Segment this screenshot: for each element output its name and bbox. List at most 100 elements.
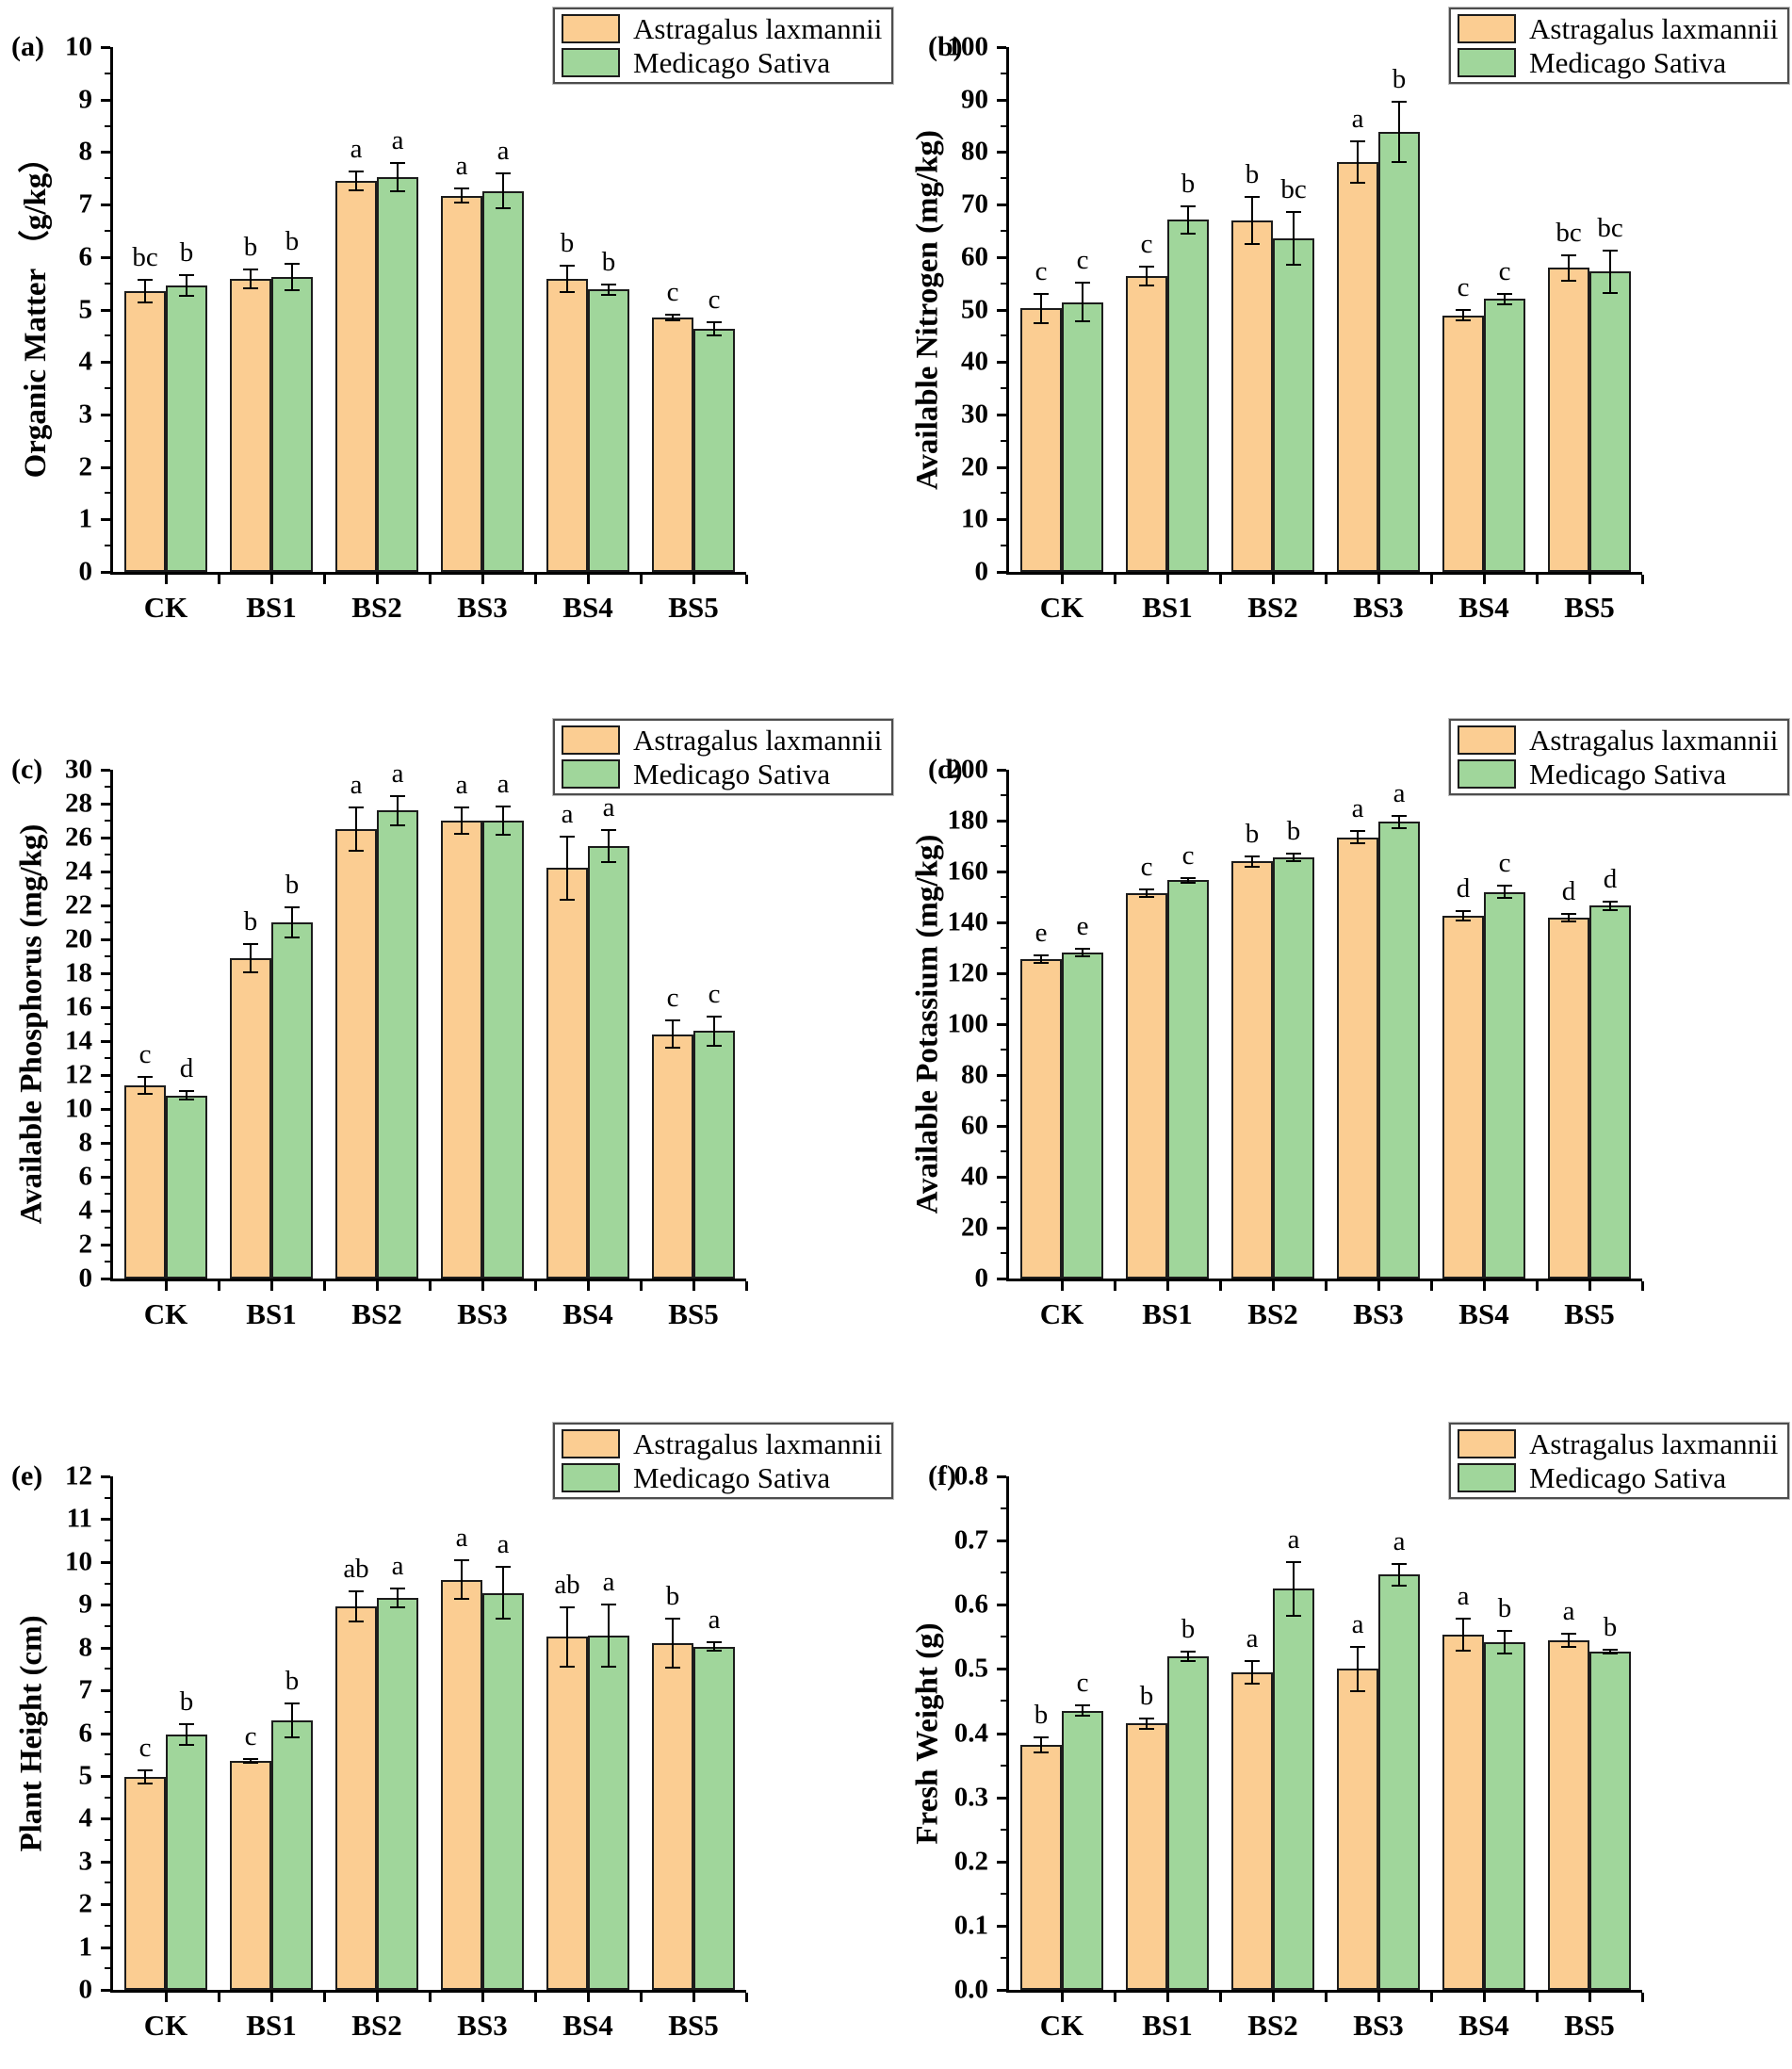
error-bar-cap-bottom — [1181, 1659, 1196, 1662]
significance-letter: a — [1393, 1525, 1406, 1556]
y-major-tick — [997, 1227, 1006, 1230]
error-bar-line — [1293, 1561, 1295, 1616]
bar-medicago-bs3 — [1378, 822, 1420, 1279]
y-minor-tick — [105, 955, 110, 957]
x-tick — [376, 1993, 379, 2002]
y-tick-label: 9 — [78, 84, 93, 115]
significance-letter: a — [497, 1529, 510, 1560]
significance-letter: b — [1034, 1699, 1049, 1730]
error-bar-line — [1398, 1563, 1400, 1586]
error-bar-cap-top — [1034, 292, 1049, 295]
error-bar-cap-top — [707, 1015, 722, 1018]
y-major-tick — [101, 1646, 110, 1650]
y-tick-label: 4 — [78, 1802, 93, 1833]
x-tick — [1114, 1993, 1116, 2002]
x-tick — [1377, 575, 1380, 584]
x-category-label: BS5 — [668, 2009, 719, 2042]
legend-swatch-medicago — [562, 759, 620, 789]
y-major-tick — [997, 1125, 1006, 1128]
y-minor-tick — [1001, 1700, 1006, 1702]
y-major-tick — [997, 1475, 1006, 1478]
bar-astragalus-bs2 — [1231, 861, 1273, 1279]
bar-astragalus-bs1 — [1126, 892, 1167, 1279]
significance-letter: a — [391, 1550, 404, 1581]
error-bar-cap-top — [1034, 1735, 1049, 1738]
significance-letter: a — [1246, 1622, 1259, 1654]
significance-letter: b — [1139, 1680, 1154, 1711]
x-category-label: BS2 — [351, 2009, 402, 2042]
significance-letter: c — [1034, 255, 1048, 286]
error-bar-cap-bottom — [560, 1666, 575, 1669]
error-bar-line — [1082, 283, 1083, 322]
significance-letter: a — [497, 768, 510, 799]
significance-letter: a — [455, 150, 468, 181]
x-tick — [165, 1993, 168, 2002]
y-major-tick — [101, 308, 110, 312]
y-minor-tick — [105, 1710, 110, 1713]
y-major-tick — [997, 465, 1006, 469]
x-tick — [1483, 1993, 1486, 2002]
legend-item: Medicago Sativa — [562, 48, 882, 77]
y-major-tick — [997, 413, 1006, 416]
error-bar-cap-top — [496, 805, 511, 807]
y-minor-tick — [105, 545, 110, 547]
error-bar-line — [713, 1016, 715, 1046]
y-major-tick — [101, 1518, 110, 1522]
y-minor-tick — [105, 1159, 110, 1161]
bar-medicago-bs2 — [377, 810, 418, 1279]
legend-swatch-astragalus — [1458, 14, 1516, 43]
significance-letter: c — [1140, 228, 1153, 259]
y-major-tick — [997, 820, 1006, 823]
legend-swatch-astragalus — [1458, 1429, 1516, 1458]
significance-letter: a — [1351, 792, 1364, 823]
y-tick-label: 3 — [78, 1846, 93, 1877]
x-tick — [1430, 1281, 1433, 1291]
error-bar-cap-top — [1286, 1560, 1301, 1563]
error-bar-cap-bottom — [1497, 302, 1512, 305]
error-bar-cap-top — [665, 314, 680, 317]
bar-astragalus-ck — [124, 1777, 166, 1990]
error-bar-line — [1504, 885, 1506, 899]
error-bar-cap-bottom — [1181, 882, 1196, 885]
significance-letter: b — [1181, 168, 1196, 199]
y-major-tick — [101, 571, 110, 574]
error-bar-cap-top — [1075, 282, 1090, 285]
significance-letter: a — [1457, 1581, 1470, 1612]
significance-letter: b — [285, 869, 300, 900]
legend: Astragalus laxmannii Medicago Sativa — [1447, 7, 1791, 85]
y-major-tick — [101, 972, 110, 975]
y-tick-label: 20 — [961, 1212, 988, 1243]
y-major-tick — [101, 46, 110, 49]
panel-letter: (a) — [11, 31, 44, 62]
bar-astragalus-bs3 — [1337, 837, 1378, 1279]
significance-letter: a — [602, 791, 615, 823]
y-major-tick — [997, 921, 1006, 924]
significance-letter: b — [1245, 158, 1260, 189]
error-bar-cap-bottom — [1561, 1645, 1576, 1648]
y-minor-tick — [1001, 334, 1006, 337]
y-minor-tick — [105, 786, 110, 788]
significance-letter: c — [1076, 245, 1089, 276]
y-minor-tick — [1001, 794, 1006, 796]
y-major-tick — [101, 1475, 110, 1478]
y-tick-label: 160 — [947, 855, 989, 887]
x-category-label: BS1 — [1142, 2009, 1193, 2042]
y-tick-label: 8 — [78, 136, 93, 167]
error-bar-cap-top — [1456, 1618, 1471, 1621]
legend-item-label: Medicago Sativa — [633, 46, 831, 79]
y-tick-label: 10 — [65, 1546, 92, 1577]
error-bar-cap-top — [560, 1605, 575, 1608]
x-tick — [270, 1281, 273, 1291]
significance-letter: b — [285, 1665, 300, 1696]
x-tick — [1114, 1281, 1116, 1291]
bar-astragalus-bs1 — [1126, 1723, 1167, 1990]
y-major-tick — [997, 1176, 1006, 1179]
bar-medicago-ck — [1062, 1710, 1103, 1990]
error-bar-cap-bottom — [665, 318, 680, 321]
y-major-tick — [997, 46, 1006, 49]
significance-letter: b — [1286, 816, 1301, 847]
x-category-label: BS4 — [562, 2009, 613, 2042]
y-minor-tick — [105, 282, 110, 285]
significance-letter: b — [285, 226, 300, 257]
error-bar-cap-top — [1181, 1650, 1196, 1653]
